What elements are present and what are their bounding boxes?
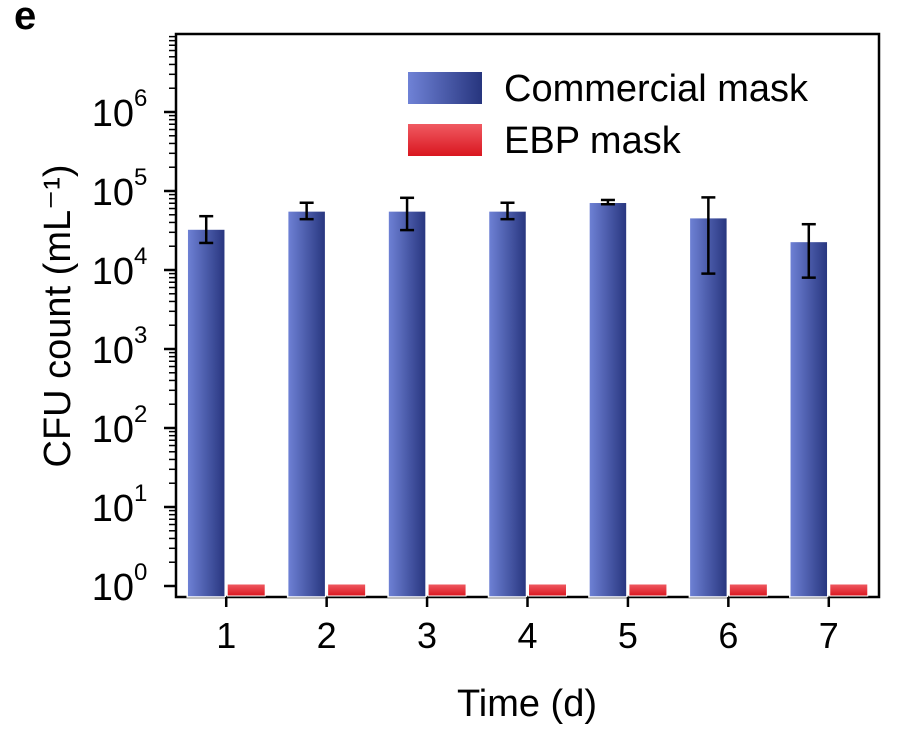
y-tick-label: 10: [92, 330, 134, 372]
y-tick-exponent: 2: [134, 401, 147, 428]
y-tick-label: 10: [92, 172, 134, 214]
y-tick-label: 10: [92, 251, 134, 293]
x-tick-label: 7: [819, 615, 839, 656]
bar-commercial-mask: [789, 240, 829, 598]
bar-commercial-mask: [286, 210, 327, 598]
bar-ebp-mask: [628, 583, 668, 597]
x-tick-label: 6: [718, 615, 738, 656]
x-tick-label: 2: [317, 615, 337, 656]
y-tick-exponent: 3: [134, 322, 147, 349]
y-tick-label: 10: [92, 93, 134, 135]
y-tick-exponent: 1: [134, 480, 147, 507]
bar-ebp-mask: [427, 583, 467, 597]
bar-commercial-mask: [588, 201, 628, 598]
y-tick-label: 10: [92, 488, 134, 530]
bar-ebp-mask: [829, 583, 869, 597]
y-tick-exponent: 0: [134, 559, 147, 586]
y-tick-label: 10: [92, 567, 134, 609]
bar-commercial-mask: [688, 216, 729, 598]
x-tick-label: 4: [517, 615, 537, 656]
x-tick-label: 5: [618, 615, 638, 656]
bar-commercial-mask: [387, 210, 427, 598]
y-axis-title: CFU count (mL⁻¹): [37, 165, 79, 468]
bar-ebp-mask: [528, 583, 567, 597]
x-tick-label: 3: [417, 615, 437, 656]
bar-ebp-mask: [226, 583, 266, 597]
y-tick-exponent: 4: [134, 243, 147, 270]
y-tick-label: 10: [92, 409, 134, 451]
legend-swatch: [408, 72, 482, 104]
bar-ebp-mask: [728, 583, 768, 597]
bar-commercial-mask: [487, 210, 528, 598]
panel-label: e: [14, 0, 37, 38]
legend-label: Commercial mask: [504, 68, 809, 110]
y-tick-exponent: 5: [134, 164, 147, 191]
legend-label: EBP mask: [504, 120, 682, 162]
bar-commercial-mask: [186, 228, 226, 598]
plot-frame: [174, 32, 881, 599]
x-axis-title: Time (d): [457, 683, 597, 725]
legend-swatch: [408, 124, 482, 156]
y-tick-exponent: 6: [134, 85, 147, 112]
bar-ebp-mask: [327, 583, 367, 597]
x-tick-label: 1: [216, 615, 236, 656]
